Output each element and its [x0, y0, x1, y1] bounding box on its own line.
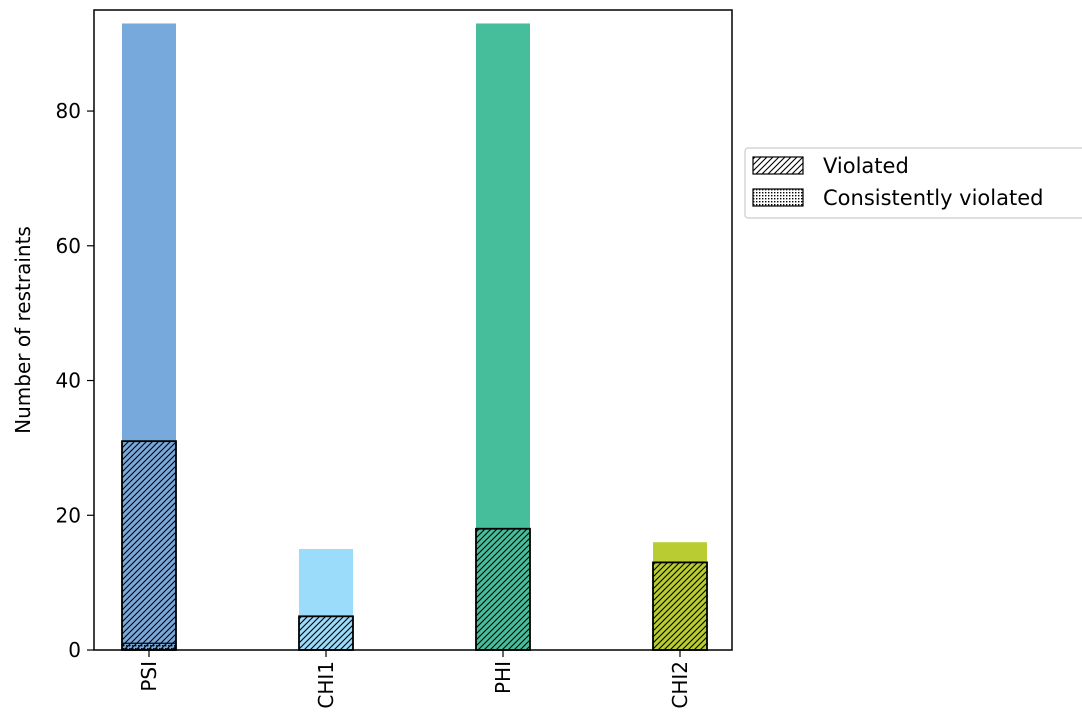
plot-frame	[93, 9, 733, 651]
x-tick-label-psi: PSI	[137, 661, 161, 692]
y-tick-label-20: 20	[56, 503, 81, 527]
bar-violated-phi	[475, 527, 531, 651]
bars-layer	[121, 23, 708, 651]
legend-label-violated: Violated	[823, 154, 909, 178]
legend-label-consistently-violated: Consistently violated	[823, 186, 1043, 210]
bar-violated-psi	[121, 440, 177, 651]
x-tick-label-chi1: CHI1	[314, 661, 338, 709]
legend-swatch-violated	[752, 156, 804, 175]
ticks-layer: PSI CHI1 PHI CHI2 0 20 40 60 80	[56, 99, 692, 709]
y-axis-label: Number of restraints	[11, 226, 35, 434]
y-tick-label-0: 0	[68, 638, 81, 662]
bar-violated-chi1	[298, 615, 354, 651]
y-tick-label-60: 60	[56, 234, 81, 258]
x-tick-label-phi: PHI	[491, 661, 515, 694]
x-tick-label-chi2: CHI2	[668, 661, 692, 709]
y-tick-label-40: 40	[56, 369, 81, 393]
y-tick-label-80: 80	[56, 99, 81, 123]
legend-box	[744, 147, 1082, 219]
bar-consistently-violated-psi	[121, 642, 177, 651]
bar-violated-chi2	[652, 561, 708, 651]
legend-swatch-consistently-violated	[752, 188, 804, 207]
legend: Violated Consistently violated	[744, 147, 1082, 219]
